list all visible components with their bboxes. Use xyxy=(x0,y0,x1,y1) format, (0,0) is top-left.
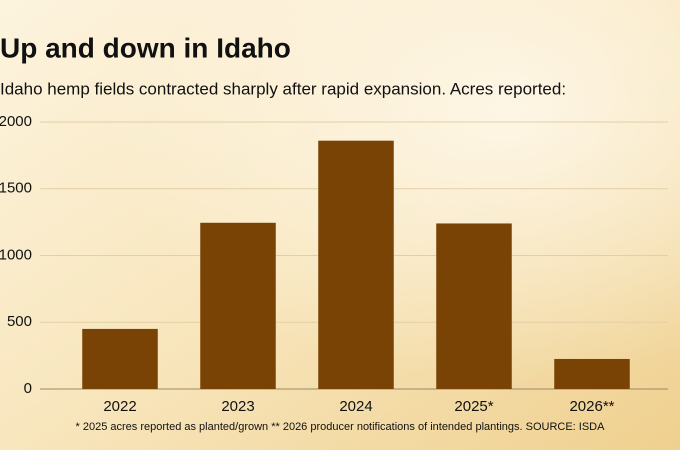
y-tick-label: 500 xyxy=(7,313,32,330)
y-tick-label: 0 xyxy=(24,380,32,397)
bar xyxy=(554,358,630,389)
y-tick-label: 2000 xyxy=(0,113,32,130)
bar xyxy=(82,328,158,389)
x-tick-label: 2026** xyxy=(569,398,614,415)
x-tick-label: 2024 xyxy=(339,398,372,415)
footnote: * 2025 acres reported as planted/grown *… xyxy=(76,421,606,433)
x-tick-label: 2025* xyxy=(454,398,493,415)
x-tick-label: 2023 xyxy=(221,398,254,415)
chart-title: Up and down in Idaho xyxy=(0,32,291,63)
bar xyxy=(318,140,394,389)
bar xyxy=(200,222,276,389)
chart-subtitle: Idaho hemp fields contracted sharply aft… xyxy=(0,79,566,98)
y-tick-label: 1000 xyxy=(0,246,32,263)
y-tick-label: 1500 xyxy=(0,180,32,197)
x-tick-label: 2022 xyxy=(103,398,136,415)
bar xyxy=(436,223,512,389)
